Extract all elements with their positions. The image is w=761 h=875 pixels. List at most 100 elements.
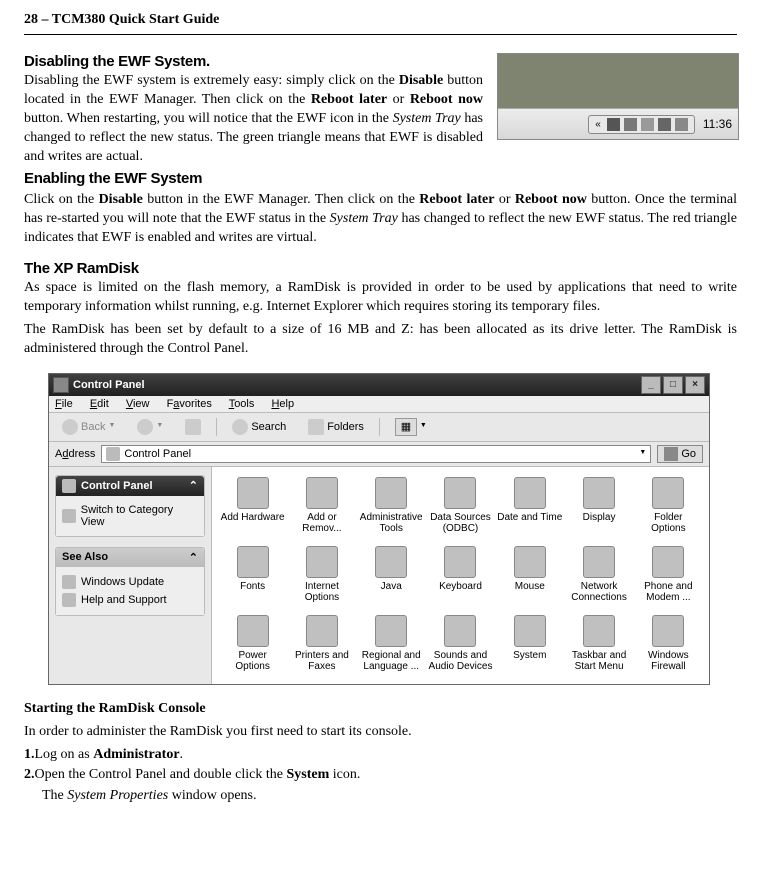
back-button[interactable]: Back ▼ [55, 417, 122, 437]
see-also-header[interactable]: See Also ⌃ [56, 548, 204, 567]
menu-tools[interactable]: Tools [229, 398, 255, 410]
tray-icon [658, 118, 671, 131]
cp-item-icon [444, 615, 476, 647]
side-panel-header[interactable]: Control Panel ⌃ [56, 476, 204, 496]
up-button[interactable] [178, 417, 208, 437]
cp-item-icon [306, 477, 338, 509]
cp-icon-item[interactable]: System [497, 615, 562, 672]
switch-icon [62, 509, 76, 523]
search-icon [232, 419, 248, 435]
cp-item-label: Mouse [515, 581, 545, 592]
cp-icon-item[interactable]: Printers and Faxes [289, 615, 354, 672]
windows-update-icon [62, 575, 76, 589]
cp-icon-item[interactable]: Add or Remov... [289, 477, 354, 534]
go-button[interactable]: Go [657, 445, 703, 463]
cp-icon-item[interactable]: Keyboard [428, 546, 493, 603]
back-icon [62, 419, 78, 435]
views-icon: ▦ [395, 418, 417, 436]
cp-item-label: Add or Remov... [289, 512, 354, 534]
cp-item-icon [375, 477, 407, 509]
cp-item-icon [583, 546, 615, 578]
step-1: 1.Log on as Administrator. [24, 746, 737, 765]
menu-favorites[interactable]: Favorites [167, 398, 212, 410]
tray-icon [607, 118, 620, 131]
section-title-ramdisk: The XP RamDisk [24, 260, 737, 277]
cp-item-label: Date and Time [497, 512, 562, 523]
cp-icon-item[interactable]: Fonts [220, 546, 285, 603]
paragraph: The RamDisk has been set by default to a… [24, 321, 737, 359]
tray-chevron-icon: « [595, 119, 601, 130]
cp-item-label: Internet Options [289, 581, 354, 603]
cp-item-label: Sounds and Audio Devices [428, 650, 493, 672]
cp-icon-item[interactable]: Date and Time [497, 477, 562, 534]
cp-item-label: Keyboard [439, 581, 482, 592]
cp-item-icon [652, 546, 684, 578]
address-value: Control Panel [124, 448, 191, 460]
cp-icon-item[interactable]: Folder Options [636, 477, 701, 534]
address-dropdown-icon[interactable]: ▼ [639, 449, 646, 456]
window-icon [53, 377, 69, 393]
tray-icon [675, 118, 688, 131]
paragraph: In order to administer the RamDisk you f… [24, 723, 737, 742]
cp-icon-item[interactable]: Sounds and Audio Devices [428, 615, 493, 672]
tray-clock: 11:36 [703, 117, 732, 131]
cp-icon-item[interactable]: Display [566, 477, 631, 534]
address-icon [106, 447, 120, 461]
windows-update-link[interactable]: Windows Update [62, 573, 198, 591]
cp-item-label: Phone and Modem ... [636, 581, 701, 603]
minimize-button[interactable]: _ [641, 376, 661, 394]
cp-item-label: Windows Firewall [636, 650, 701, 672]
cp-icon-item[interactable]: Java [359, 546, 424, 603]
tray-icon [641, 118, 654, 131]
views-button[interactable]: ▦ ▼ [388, 416, 434, 438]
section-title-enable-ewf: Enabling the EWF System [24, 170, 737, 187]
menu-view[interactable]: View [126, 398, 150, 410]
forward-button[interactable]: ▼ [130, 417, 170, 437]
cp-icon-item[interactable]: Windows Firewall [636, 615, 701, 672]
tray-icons-cluster: « [588, 115, 695, 134]
cp-icon-item[interactable]: Power Options [220, 615, 285, 672]
cp-icon-item[interactable]: Phone and Modem ... [636, 546, 701, 603]
cp-icon-item[interactable]: Administrative Tools [359, 477, 424, 534]
cp-item-icon [652, 615, 684, 647]
forward-icon [137, 419, 153, 435]
cp-item-label: Power Options [220, 650, 285, 672]
toolbar: Back ▼ ▼ Search Folders ▦ ▼ [49, 413, 709, 442]
collapse-icon[interactable]: ⌃ [189, 551, 198, 564]
step-2-result: The System Properties window opens. [42, 787, 737, 806]
cp-item-icon [375, 615, 407, 647]
close-button[interactable]: × [685, 376, 705, 394]
menu-edit[interactable]: Edit [90, 398, 109, 410]
cp-icon-item[interactable]: Taskbar and Start Menu [566, 615, 631, 672]
cp-item-label: Fonts [240, 581, 265, 592]
page-header: 28 – TCM380 Quick Start Guide [24, 12, 737, 35]
cp-item-icon [237, 546, 269, 578]
subheading-starting-ramdisk: Starting the RamDisk Console [24, 701, 737, 717]
cp-item-label: System [513, 650, 546, 661]
cp-item-icon [375, 546, 407, 578]
switch-category-view-link[interactable]: Switch to Category View [62, 502, 198, 530]
cp-item-label: Taskbar and Start Menu [566, 650, 631, 672]
cp-item-label: Data Sources (ODBC) [428, 512, 493, 534]
cp-icon-item[interactable]: Internet Options [289, 546, 354, 603]
cp-item-icon [237, 477, 269, 509]
cp-icon-item[interactable]: Data Sources (ODBC) [428, 477, 493, 534]
collapse-icon[interactable]: ⌃ [189, 479, 198, 492]
menu-file[interactable]: File [55, 398, 73, 410]
step-2: 2.Open the Control Panel and double clic… [24, 766, 737, 785]
search-button[interactable]: Search [225, 417, 293, 437]
cp-icon-item[interactable]: Regional and Language ... [359, 615, 424, 672]
address-field[interactable]: Control Panel ▼ [101, 445, 651, 463]
cp-icon-item[interactable]: Network Connections [566, 546, 631, 603]
maximize-button[interactable]: □ [663, 376, 683, 394]
menu-help[interactable]: Help [271, 398, 294, 410]
menu-bar: File Edit View Favorites Tools Help [49, 396, 709, 413]
cp-item-icon [583, 615, 615, 647]
paragraph: Click on the Disable button in the EWF M… [24, 191, 737, 248]
cp-icon-item[interactable]: Add Hardware [220, 477, 285, 534]
folders-button[interactable]: Folders [301, 417, 371, 437]
cp-item-label: Display [583, 512, 616, 523]
cp-item-icon [583, 477, 615, 509]
cp-icon-item[interactable]: Mouse [497, 546, 562, 603]
help-support-link[interactable]: Help and Support [62, 591, 198, 609]
